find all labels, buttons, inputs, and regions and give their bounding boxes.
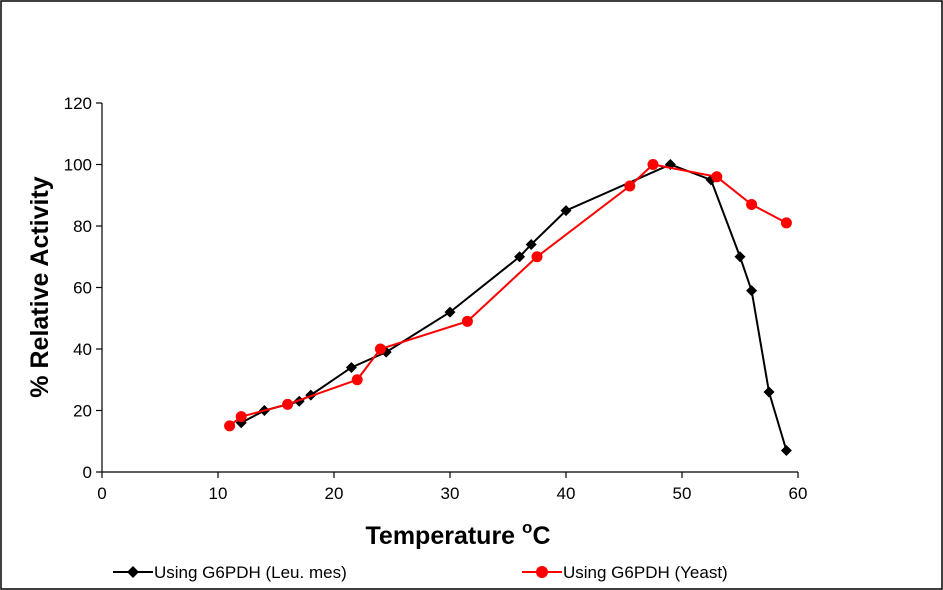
x-tick-label: 0 [97,484,106,503]
data-point-yeast [235,411,247,423]
data-point-yeast [531,251,543,263]
series-yeast [224,159,792,432]
legend: Using G6PDH (Leu. mes) Using G6PDH (Yeas… [113,563,728,582]
x-tick-label: 60 [789,484,808,503]
data-point-leu-mes [746,285,758,297]
x-axis-unit-letter: C [532,522,550,550]
data-point-leu-mes [734,251,746,263]
legend-label-leu-mes: Using G6PDH (Leu. mes) [154,563,347,582]
y-ticks: 0 20 40 60 80 100 120 [64,94,102,482]
legend-item-leu-mes: Using G6PDH (Leu. mes) [113,563,347,582]
y-tick-label: 60 [73,279,92,298]
data-point-leu-mes [514,251,526,263]
x-tick-label: 40 [557,484,576,503]
plot-area: 0 10 20 30 40 50 60 0 20 40 60 80 100 120 [64,94,808,503]
data-point-yeast [461,315,473,327]
data-point-yeast [780,217,792,229]
legend-marker-leu-mes [127,566,139,578]
x-axis-unit-degree: o [522,518,532,537]
series-layer [224,159,792,456]
y-tick-label: 0 [83,463,92,482]
x-axis-title: Temperature oC [366,518,551,550]
x-tick-label: 20 [325,484,344,503]
y-axis-title: % Relative Activity [26,176,54,397]
data-point-yeast [224,420,236,432]
data-point-leu-mes [525,238,537,250]
data-point-yeast [647,159,659,170]
x-tick-label: 10 [209,484,228,503]
y-tick-label: 120 [64,94,92,113]
data-point-leu-mes [444,306,456,318]
legend-item-yeast: Using G6PDH (Yeast) [522,563,728,582]
data-point-yeast [374,343,386,355]
y-tick-label: 100 [64,156,92,175]
x-tick-label: 30 [441,484,460,503]
data-point-leu-mes [560,205,572,217]
data-point-yeast [624,180,636,192]
y-tick-label: 20 [73,402,92,421]
legend-label-yeast: Using G6PDH (Yeast) [563,563,728,582]
data-point-leu-mes [780,444,792,456]
y-tick-label: 40 [73,340,92,359]
series-line-yeast [228,163,787,427]
x-ticks: 0 10 20 30 40 50 60 [97,472,807,503]
data-point-yeast [282,398,294,410]
data-point-leu-mes [763,386,775,398]
data-point-leu-mes [345,361,357,373]
data-point-yeast [711,171,723,183]
legend-marker-yeast [536,566,548,578]
data-point-yeast [746,198,758,210]
y-tick-label: 80 [73,217,92,236]
data-point-yeast [351,374,363,386]
x-tick-label: 50 [673,484,692,503]
